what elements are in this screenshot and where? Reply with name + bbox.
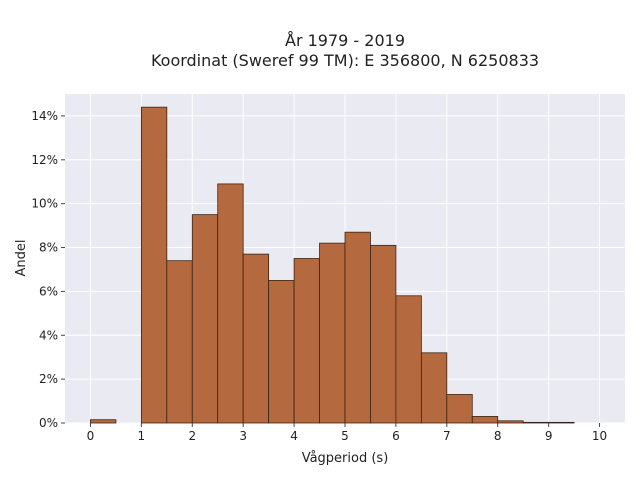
histogram-bar [268, 280, 295, 424]
x-tick-label: 2 [188, 429, 196, 443]
x-tick-label: 3 [239, 429, 247, 443]
y-tick-label: 10% [31, 197, 58, 211]
x-axis-ticks: 0 1 2 3 4 5 6 7 8 9 10 [87, 423, 607, 443]
chart-subtitle: Koordinat (Sweref 99 TM): E 356800, N 62… [151, 51, 539, 70]
chart-title: År 1979 - 2019 [285, 31, 405, 50]
histogram-bar [166, 260, 193, 424]
y-tick-label: 12% [31, 153, 58, 167]
histogram-bar [446, 394, 473, 424]
y-axis-title: Andel [14, 240, 29, 277]
histogram-bar [293, 258, 320, 424]
y-tick-label: 6% [39, 284, 58, 298]
histogram-bar [319, 242, 346, 424]
y-tick-label: 0% [39, 416, 58, 430]
histogram-bar [522, 421, 550, 424]
histogram-bar [90, 419, 117, 424]
histogram-bar [242, 253, 270, 424]
x-axis-title: Vågperiod (s) [302, 451, 389, 466]
histogram-bar [548, 421, 575, 424]
histogram-bar [497, 420, 524, 424]
y-tick-label: 2% [39, 372, 58, 386]
y-tick-label: 8% [39, 241, 58, 255]
x-tick-label: 9 [545, 429, 553, 443]
histogram-bar [471, 416, 499, 424]
histogram-bar [395, 295, 422, 424]
bars [90, 106, 575, 424]
y-axis-ticks: 0% 2% 4% 6% 8% 10% 12% 14% [31, 109, 65, 430]
x-tick-label: 7 [443, 429, 451, 443]
histogram-bar [217, 183, 244, 424]
histogram-bar [344, 231, 371, 424]
histogram-bar [140, 106, 168, 424]
y-tick-label: 4% [39, 328, 58, 342]
histogram-bar [420, 352, 448, 424]
x-tick-label: 5 [341, 429, 349, 443]
histogram-bar [191, 214, 219, 424]
x-tick-label: 0 [87, 429, 95, 443]
x-tick-label: 1 [138, 429, 146, 443]
x-tick-label: 10 [592, 429, 607, 443]
x-tick-label: 6 [392, 429, 400, 443]
x-tick-label: 4 [290, 429, 298, 443]
histogram-bar [370, 244, 397, 424]
y-tick-label: 14% [31, 109, 58, 123]
x-tick-label: 8 [494, 429, 502, 443]
